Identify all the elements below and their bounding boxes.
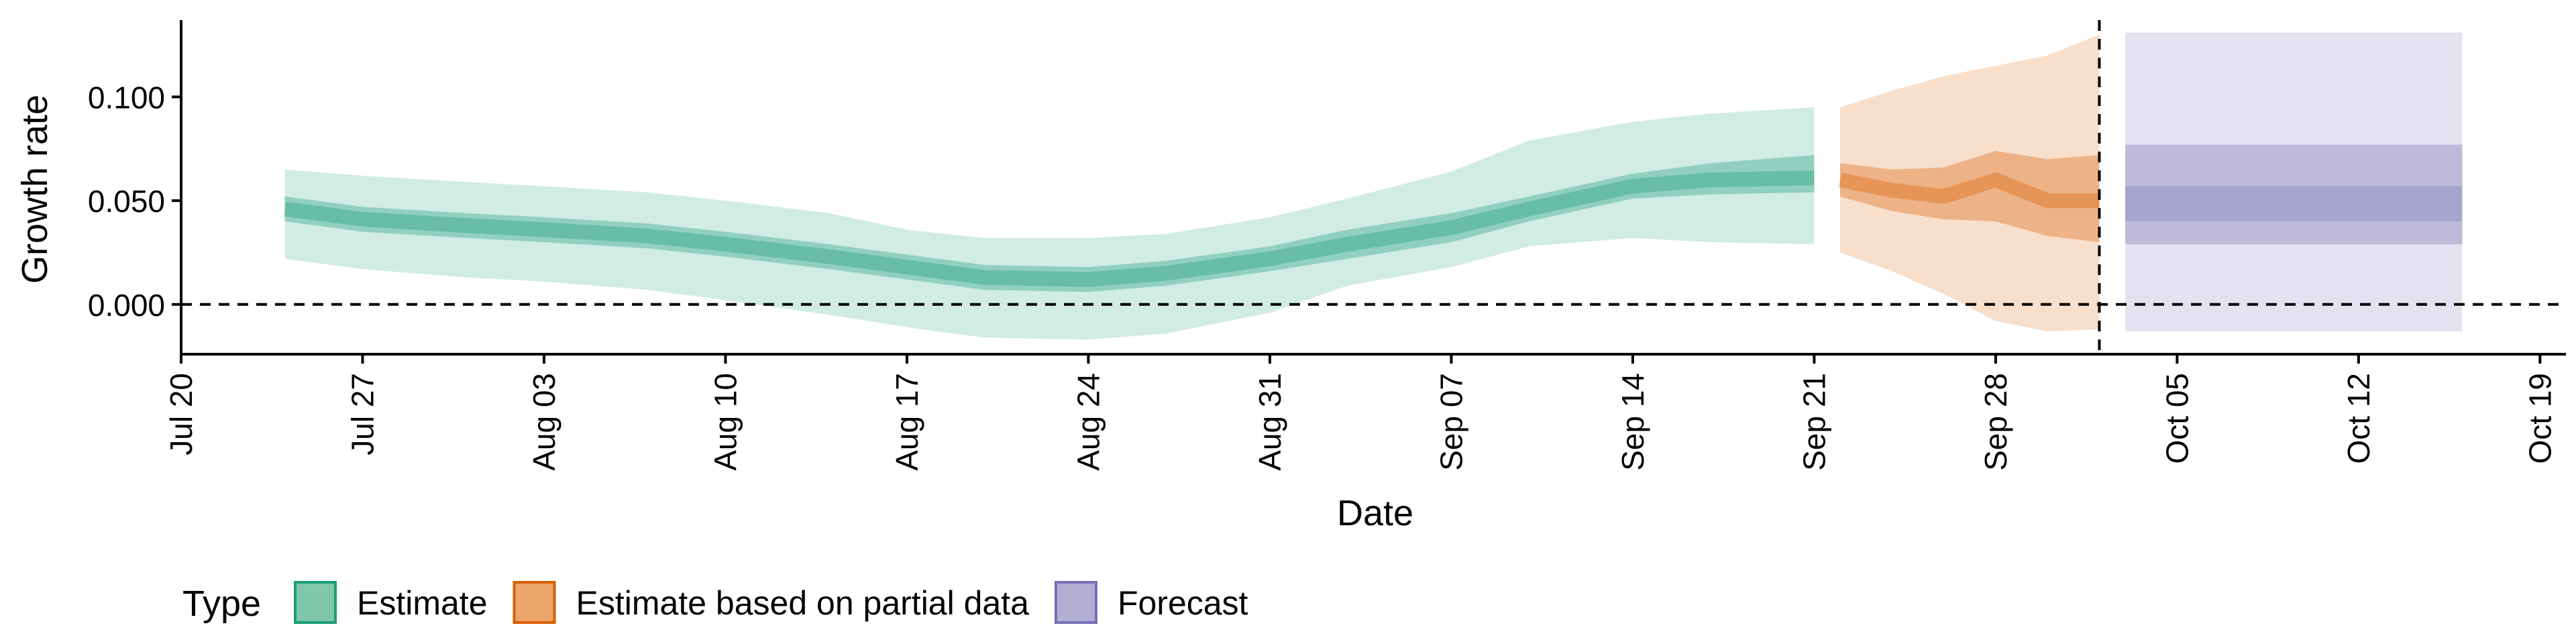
x-tick-label: Oct 19 (2522, 373, 2557, 464)
series-estimate (284, 107, 1815, 340)
legend: Type Estimate Estimate based on partial d… (182, 581, 1248, 624)
y-axis-label: Growth rate (15, 95, 55, 284)
legend-label-forecast: Forecast (1118, 584, 1248, 622)
x-axis-label: Date (1337, 493, 1413, 533)
x-tick-label: Jul 27 (345, 373, 380, 455)
x-tick-label: Oct 12 (2341, 373, 2376, 464)
estimate-median-line (284, 170, 1815, 287)
x-tick-label: Oct 05 (2159, 373, 2194, 464)
x-tick-label: Jul 20 (164, 373, 199, 455)
estimate-band-50 (284, 155, 1815, 292)
x-tick-label: Sep 14 (1615, 373, 1650, 471)
data-bands (284, 32, 2463, 340)
legend-key-estimate (294, 581, 337, 624)
axes (180, 20, 2566, 356)
forecast-band-25 (2125, 186, 2463, 221)
y-tick-label: 0.100 (88, 80, 165, 115)
x-tick-label: Aug 17 (890, 373, 924, 471)
x-tick-label: Sep 28 (1978, 373, 2013, 471)
x-tick-label: Aug 03 (527, 373, 561, 471)
legend-label-estimate: Estimate (357, 584, 488, 622)
series-forecast (2125, 32, 2463, 331)
x-tick-label: Aug 31 (1252, 373, 1287, 471)
legend-key-estimate-based-on-partial-data (513, 581, 556, 624)
legend-label-estimate-based-on-partial-data: Estimate based on partial data (576, 584, 1030, 622)
x-tick-label: Sep 07 (1434, 373, 1468, 471)
legend-title: Type (182, 584, 261, 624)
estimate-based-on-partial-data-band-90 (1840, 34, 2100, 331)
x-tick-label: Aug 24 (1071, 373, 1106, 471)
x-tick-label: Sep 21 (1796, 373, 1831, 471)
x-tick-label: Aug 10 (708, 373, 743, 471)
forecast-band-50 (2125, 144, 2463, 245)
estimate-based-on-partial-data-median-line (1838, 172, 2100, 209)
legend-key-forecast (1054, 581, 1097, 624)
estimate-band-90 (284, 107, 1815, 340)
forecast-band-90 (2125, 32, 2463, 331)
tick-labels: 0.000 0.050 0.100 Jul 20 Jul 27 Aug 03 Aug 10 A… (88, 80, 2558, 470)
series-estimate-based-on-partial-data (1838, 34, 2100, 331)
estimate-based-on-partial-data-band-50 (1840, 150, 2100, 242)
y-tick-label: 0.050 (88, 184, 165, 219)
reference-lines (181, 20, 2566, 354)
y-tick-label: 0.000 (88, 288, 165, 323)
